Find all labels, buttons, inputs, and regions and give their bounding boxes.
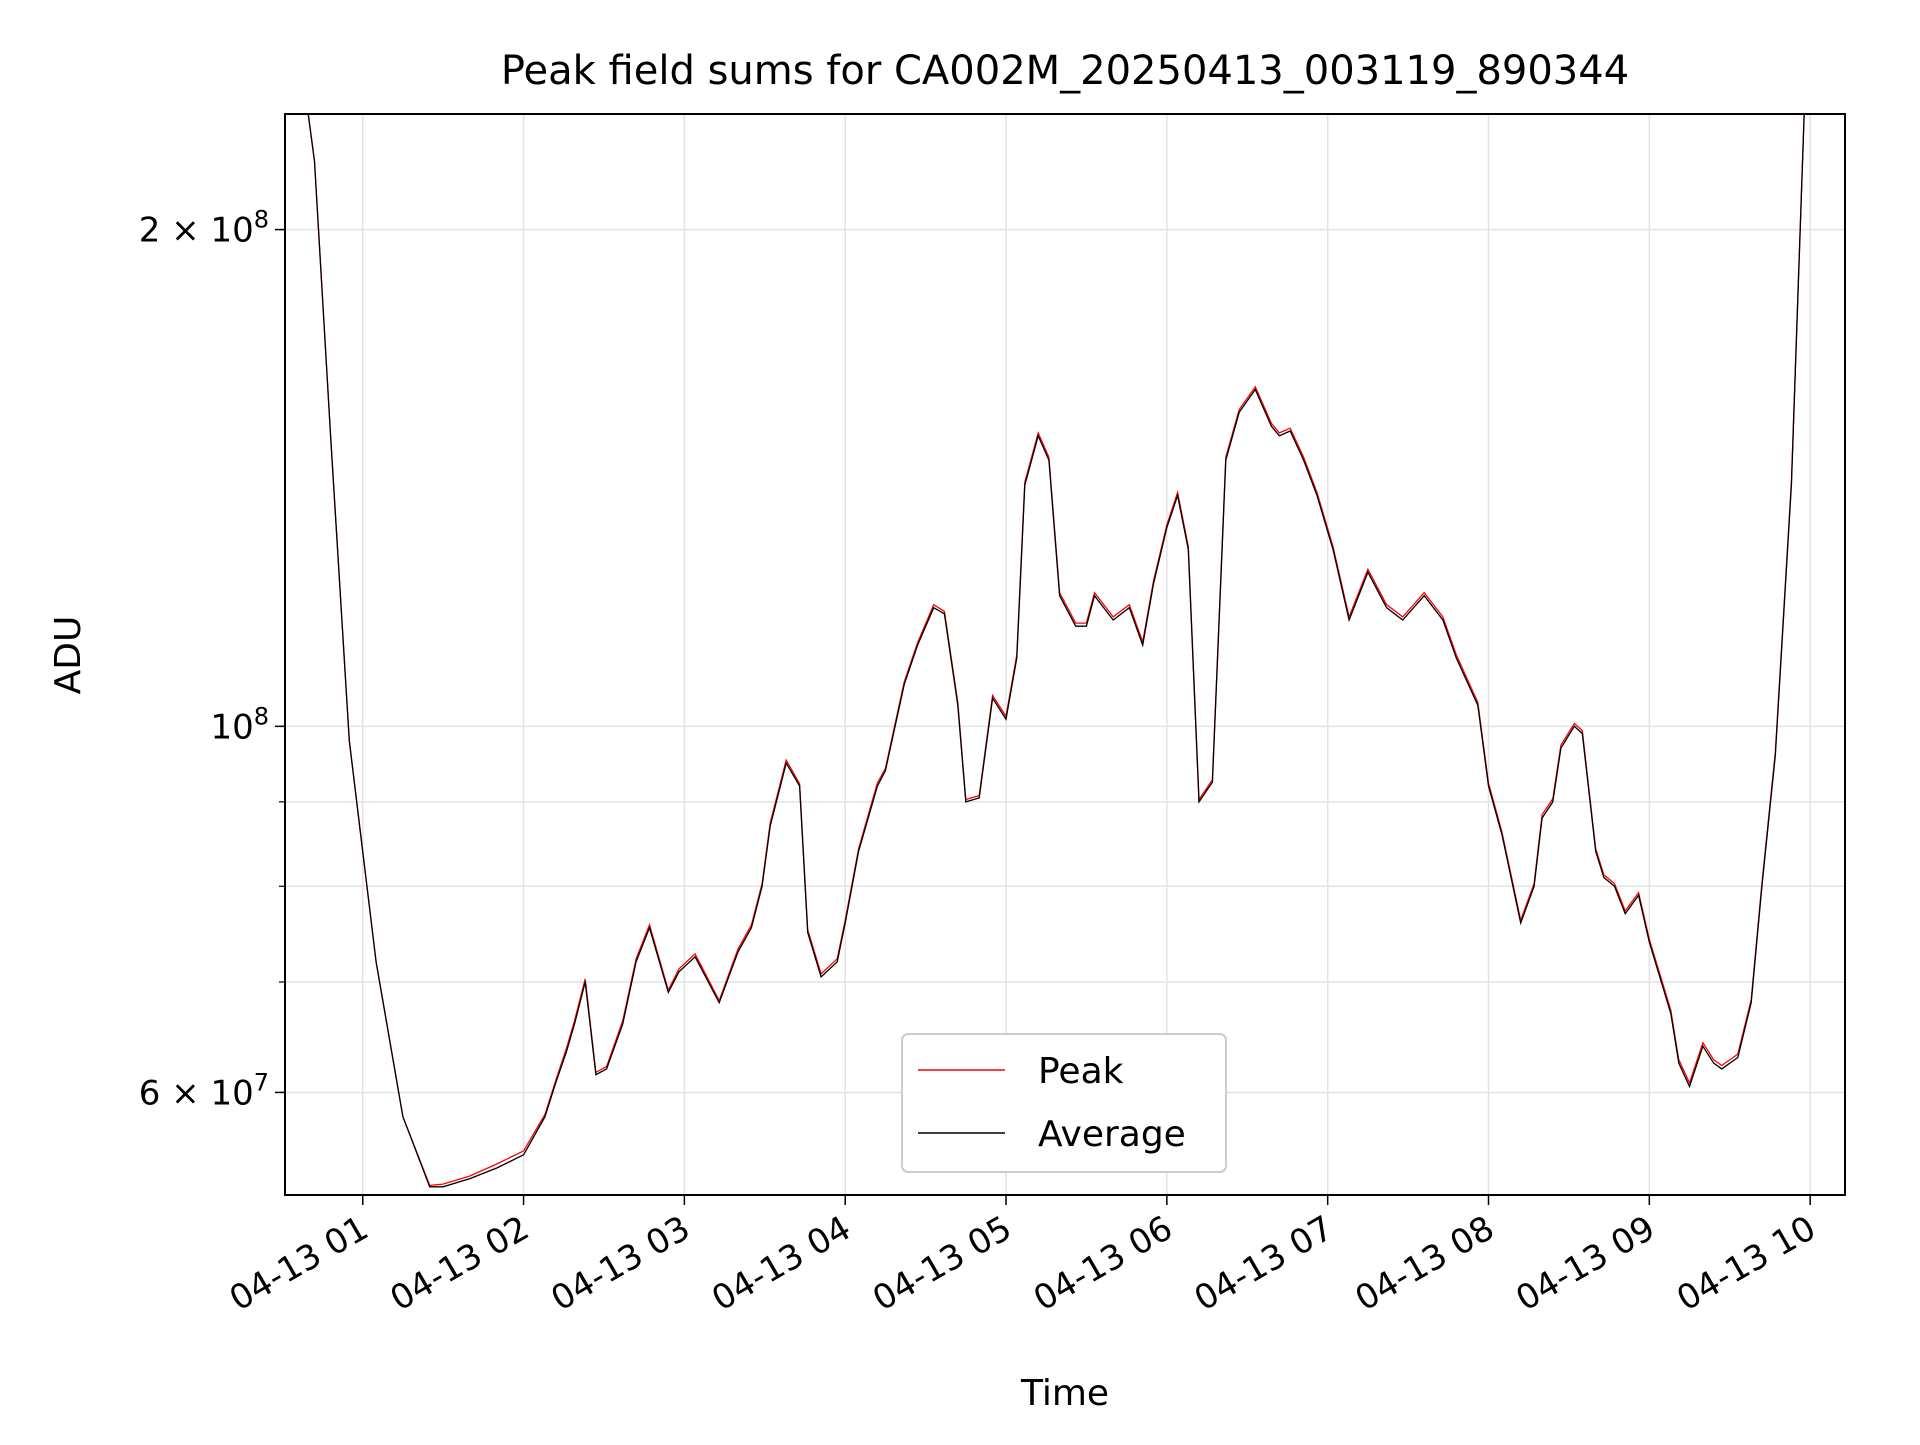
y-tick-label: 6 × 107 (139, 1068, 269, 1113)
legend: Peak Average (901, 1033, 1227, 1173)
legend-label-peak: Peak (1038, 1051, 1124, 1092)
legend-label-average: Average (1038, 1114, 1186, 1155)
y-axis: 6 × 107 108 2 × 108 (139, 206, 285, 1113)
y-tick-label: 2 × 108 (139, 206, 269, 251)
series-line-average (307, 114, 1805, 1188)
y-tick-label: 108 (210, 702, 269, 747)
legend-box (901, 1033, 1227, 1173)
chart-title: Peak field sums for CA002M_20250413_0031… (501, 48, 1629, 94)
y-axis-label: ADU (48, 616, 89, 695)
plot-area (307, 114, 1805, 1188)
x-axis-label: Time (1020, 1373, 1109, 1414)
plot-frame (284, 113, 1846, 1196)
